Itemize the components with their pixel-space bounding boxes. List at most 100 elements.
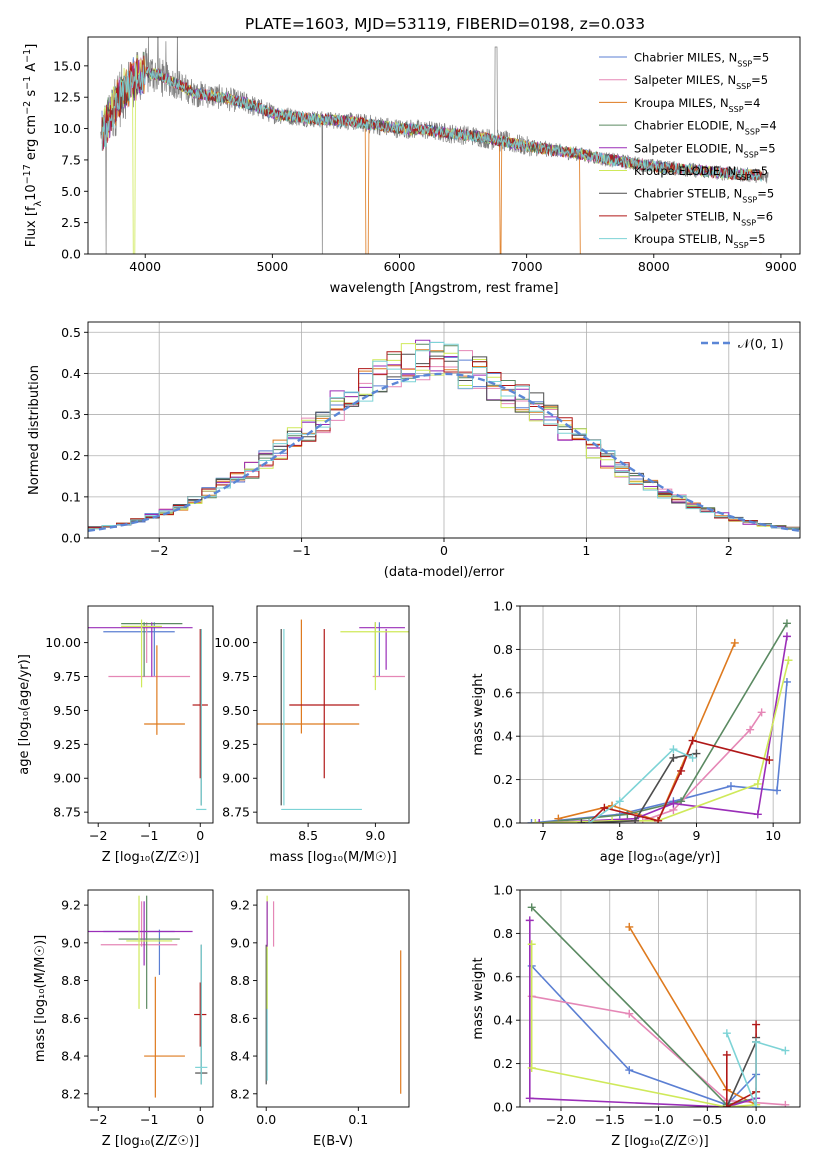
y-tick-label: 8.6 <box>230 1011 250 1026</box>
x-tick-label: 8 <box>616 828 624 843</box>
legend-nssp: =5 <box>759 141 776 155</box>
x-tick-label: −1 <box>140 1112 158 1127</box>
axes-residuals: −2 −1 0 1 2 0.0 0.1 0.2 0.3 0.4 0.5 (data-model)/er… <box>27 321 801 580</box>
mass-weight-marker <box>654 816 663 823</box>
mass-weight-marker <box>527 940 536 949</box>
x-axis-label: Z [log₁₀(Z/Z☉)] <box>102 850 199 865</box>
y-axis-label-part: −1 <box>22 49 33 63</box>
y-axis-label-part: λ <box>33 200 44 206</box>
y-tick-label: 0.6 <box>493 685 513 700</box>
y-tick-label: 5.0 <box>61 184 81 199</box>
plot-area-mass-weight-vs-Z <box>525 903 790 1107</box>
y-tick-label: 0.0 <box>61 531 81 546</box>
y-tick-label: 0.5 <box>61 325 81 340</box>
plot-area-age-vs-mass <box>257 619 409 811</box>
y-axis-label-part: −2 <box>22 101 33 115</box>
mass-weight-marker <box>669 753 678 762</box>
ticks-mass-vs-ebv: 0.0 0.1 8.2 8.4 8.6 8.8 9.0 9.2 <box>230 898 368 1127</box>
y-tick-label: 8.75 <box>222 805 250 820</box>
legend-nssp: =5 <box>751 164 768 178</box>
mass-weight-marker <box>625 1066 634 1075</box>
mass-weight-marker <box>669 745 678 754</box>
y-tick-label: 9.2 <box>230 898 250 913</box>
legend-series-name: Chabrier ELODIE, N <box>634 119 745 133</box>
ticks-age-vs-mass: 8.5 9.0 8.75 9.00 9.25 9.50 9.75 10.00 <box>214 635 385 843</box>
legend-entry: Chabrier ELODIE, NSSP=4 <box>634 119 777 137</box>
axes-frame <box>256 889 410 1108</box>
mass-weight-marker <box>782 619 791 628</box>
axes-age-vs-Z: −2 −1 0 8.75 9.00 9.25 9.50 9.75 10.00 Z [log₁₀(Z… <box>17 605 214 865</box>
legend-entry: 𝒩(0, 1) <box>738 336 784 351</box>
mass-weight-line <box>726 1032 786 1107</box>
y-tick-label: 8.8 <box>230 973 250 988</box>
x-tick-label: 1 <box>582 543 590 558</box>
legend-entry: Kroupa STELIB, NSSP=5 <box>634 232 765 250</box>
mass-weight-marker <box>669 799 678 808</box>
mass-weight-marker <box>753 779 762 788</box>
legend-series-name: Chabrier STELIB, N <box>634 187 742 201</box>
histogram-step <box>88 351 800 538</box>
plot-area-residuals <box>88 339 800 538</box>
x-tick-label: 0 <box>196 828 204 843</box>
x-tick-label: −1.5 <box>595 1112 625 1127</box>
ticks-residuals: −2 −1 0 1 2 0.0 0.1 0.2 0.3 0.4 0.5 <box>61 325 733 558</box>
mass-weight-marker <box>688 736 697 745</box>
legend-entry: Kroupa MILES, NSSP=4 <box>634 96 760 114</box>
mass-weight-marker <box>782 632 791 641</box>
y-tick-label: 0.4 <box>493 1013 513 1028</box>
x-tick-label: 7 <box>539 828 547 843</box>
plot-area-mass-weight-vs-age <box>527 619 793 823</box>
x-axis-label: wavelength [Angstrom, rest frame] <box>330 281 559 296</box>
x-tick-label: 9 <box>692 828 700 843</box>
mass-weight-line <box>539 622 788 823</box>
y-axis-label-part: A <box>24 63 39 76</box>
legend-subscript: SSP <box>745 127 760 136</box>
legend-series-name: Kroupa ELODIE, N <box>634 164 736 178</box>
y-tick-label: 9.00 <box>222 771 250 786</box>
x-tick-label: −2 <box>150 543 168 558</box>
mass-weight-marker <box>625 1009 634 1018</box>
legend-nssp: =6 <box>756 209 773 223</box>
x-axis-label: mass [log₁₀(M/M☉)] <box>269 850 396 865</box>
mass-weight-marker <box>688 753 697 762</box>
mass-weight-marker <box>753 810 762 819</box>
x-tick-label: 0.1 <box>348 1112 368 1127</box>
y-tick-label: 10.00 <box>45 635 81 650</box>
legend-entry: Salpeter MILES, NSSP=5 <box>634 73 768 91</box>
mass-weight-marker <box>692 749 701 758</box>
legend-series-name: Salpeter ELODIE, N <box>634 141 744 155</box>
normal-curve <box>88 372 800 532</box>
legend-series-name: Kroupa MILES, N <box>634 96 729 110</box>
legend-subscript: SSP <box>742 195 757 204</box>
legend-entry: Salpeter STELIB, NSSP=6 <box>634 209 773 227</box>
x-tick-label: 4000 <box>129 259 161 274</box>
y-tick-label: 0.8 <box>493 642 513 657</box>
mass-weight-marker <box>781 1100 790 1107</box>
legend-nssp: =5 <box>749 232 766 246</box>
mass-weight-line <box>588 748 693 823</box>
y-tick-label: 8.2 <box>61 1086 81 1101</box>
ticks-age-vs-Z: −2 −1 0 8.75 9.00 9.25 9.50 9.75 10.00 <box>45 635 204 843</box>
y-tick-label: 2.5 <box>61 215 81 230</box>
y-axis-label: Flux [fλ10−17 erg cm−2 s−1 A−1] <box>22 44 44 248</box>
y-tick-label: 9.75 <box>222 669 250 684</box>
mass-weight-marker <box>615 797 624 806</box>
y-axis-label: Normed distribution <box>27 365 42 495</box>
legend-subscript: SSP <box>737 59 752 68</box>
axes-age-vs-mass: 8.5 9.0 8.75 9.00 9.25 9.50 9.75 10.00 mass [log… <box>214 605 410 865</box>
y-tick-label: 7.5 <box>61 152 81 167</box>
mass-weight-marker <box>577 819 586 823</box>
y-axis-label-part: erg cm <box>24 115 39 164</box>
mass-weight-marker <box>531 819 540 823</box>
mass-weight-marker <box>752 1037 761 1046</box>
legend-subscript: SSP <box>736 173 751 182</box>
axes-mass-weight-vs-age: 7 8 9 10 0.0 0.2 0.4 0.6 0.8 1.0 age [log₁₀(age/yr… <box>471 599 801 865</box>
grid-mass-weight-vs-age <box>520 605 800 824</box>
x-axis-label: (data-model)/error <box>384 565 505 580</box>
x-tick-label: 7000 <box>511 259 543 274</box>
legend-nssp: =5 <box>752 51 769 65</box>
mass-weight-line <box>530 944 757 1107</box>
mass-weight-marker <box>525 1094 534 1103</box>
y-tick-label: 9.00 <box>53 771 81 786</box>
